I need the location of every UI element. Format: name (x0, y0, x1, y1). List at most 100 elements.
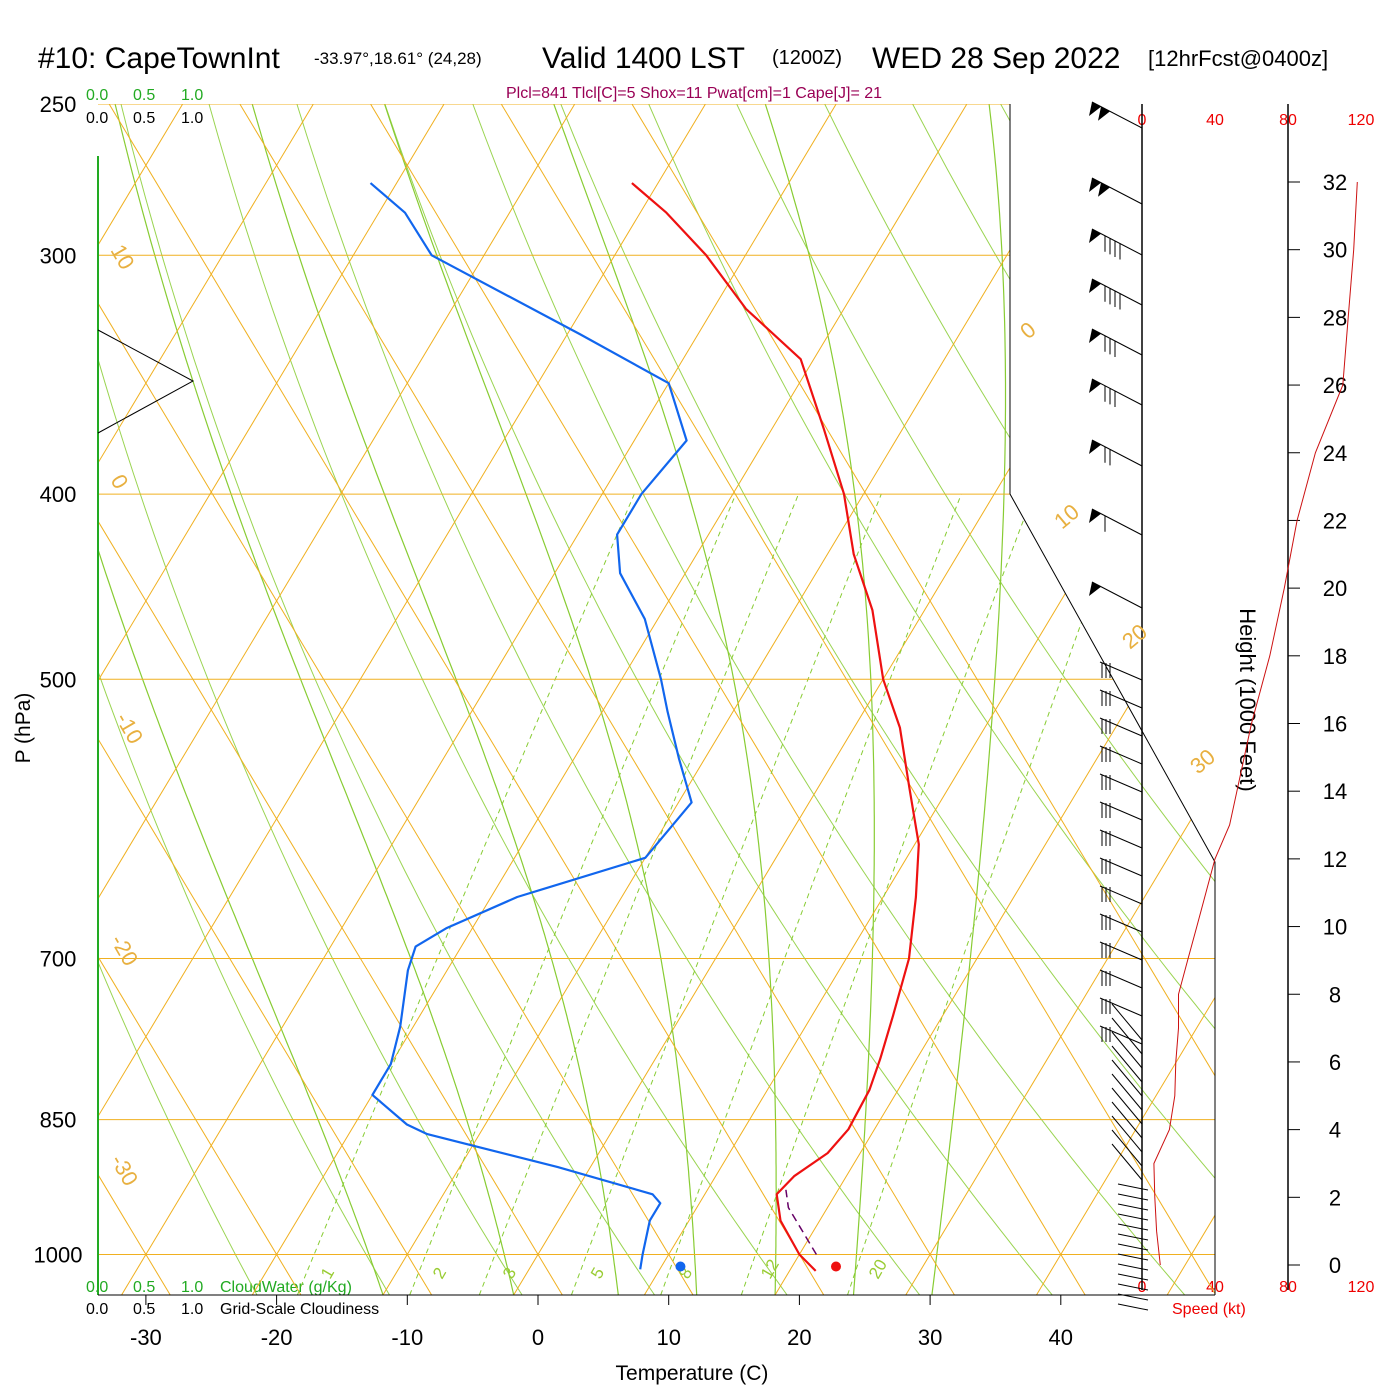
title-zulu: (1200Z) (772, 47, 842, 69)
wind-barb-staff (1091, 101, 1143, 129)
wind-barb-staff (1111, 1017, 1143, 1055)
pressure-tick-label: 700 (40, 946, 77, 971)
height-tick-label: 18 (1323, 644, 1347, 669)
wind-barb-staff (1111, 1045, 1143, 1083)
mixing-ratio-line (296, 493, 635, 1295)
isotherm-line (228, 104, 988, 1295)
dry-adiabat-line (807, 104, 1215, 1295)
isotherm-label: -20 (106, 930, 144, 970)
grid-layer (98, 70, 1400, 1334)
wind-barb-staff (1091, 439, 1143, 467)
dry-adiabat-line (286, 104, 951, 1295)
isotherm-label: 10 (1049, 499, 1084, 534)
wind-barb-staff (1091, 508, 1143, 536)
cloudwater-scale-top-0: 0.0 (86, 87, 108, 104)
wind-barb-staff (1091, 278, 1143, 306)
wind-barb-staff (1117, 1263, 1149, 1271)
cross-line (349, 104, 1109, 1295)
wind-barb-pennant (1089, 102, 1101, 116)
wind-barb-staff (1099, 661, 1143, 681)
cross-line (98, 104, 456, 1295)
wind-barb-staff (1091, 378, 1143, 406)
pressure-tick-label: 300 (40, 243, 77, 268)
x-tick-label: 30 (918, 1325, 942, 1350)
wind-barb-staff (1099, 717, 1143, 737)
dry-adiabat-line (547, 104, 1215, 1295)
height-tick-label: 6 (1329, 1050, 1341, 1075)
cross-line (611, 104, 1215, 1295)
dry-adiabat-line (1243, 70, 1400, 1334)
wind-barb-staff (1091, 177, 1143, 205)
isotherm-label: -30 (106, 1150, 144, 1190)
mixing-ratio-label: 2 (429, 1264, 450, 1282)
wind-barb-staff (1099, 801, 1143, 821)
title-valid: Valid 1400 LST (542, 42, 745, 75)
moist-adiabat-line (931, 104, 1007, 1295)
dry-adiabat-line (633, 104, 1215, 1295)
moist-adiabat-line (753, 104, 875, 1295)
title-date: WED 28 Sep 2022 (872, 42, 1120, 75)
plot-right-boundary (1009, 104, 1216, 1295)
mixing-ratio-line (847, 493, 1129, 1295)
x-tick-label: 40 (1049, 1325, 1073, 1350)
pressure-tick-label: 500 (40, 667, 77, 692)
isotherm-label: 10 (106, 240, 140, 274)
data-layer (369, 181, 1358, 1272)
wind-barb-staff (1111, 1115, 1143, 1153)
cross-line (98, 104, 586, 1295)
wind-barbs-layer (1089, 101, 1149, 1311)
wind-barb-pennant (1089, 440, 1101, 454)
isotherm-line (751, 104, 1215, 1295)
cloudiness-scale-bottom-2: 1.0 (181, 1301, 203, 1318)
cloudwater-scale-top-1: 0.5 (133, 87, 155, 104)
wind-barb-staff (1099, 969, 1143, 989)
wind-barb-pennant (1089, 329, 1101, 343)
height-tick-label: 22 (1323, 508, 1347, 533)
wind-barb-staff (1099, 829, 1143, 849)
wind-barb-staff (1099, 941, 1143, 961)
mixing-ratio-label: 5 (587, 1264, 608, 1282)
dry-adiabat-line (1155, 104, 1215, 1295)
cloudiness-scale-bottom-0: 0.0 (86, 1301, 108, 1318)
isotherm-line (882, 104, 1215, 1295)
speed-tick-top-3: 120 (1348, 112, 1375, 129)
wind-barb-staff (1117, 1233, 1149, 1241)
height-tick-label: 30 (1323, 238, 1347, 263)
wind-barb-staff (1117, 1293, 1149, 1301)
dewpoint-line (369, 182, 693, 1270)
pressure-tick-label: 850 (40, 1108, 77, 1133)
x-tick-label: -10 (391, 1325, 423, 1350)
height-tick-label: 0 (1329, 1253, 1341, 1278)
isotherm-line (359, 104, 1119, 1295)
wind-barb-staff (1111, 1129, 1143, 1167)
x-tick-label: 20 (787, 1325, 811, 1350)
x-tick-label: 10 (656, 1325, 680, 1350)
wind-barb-staff (1099, 773, 1143, 793)
moist-adiabat-line (106, 104, 515, 1295)
y-axis-label: P (hPa) (12, 693, 35, 764)
dry-adiabat-line (1068, 104, 1215, 1295)
wind-barb-staff (1117, 1193, 1149, 1201)
isotherm-line (98, 104, 335, 1295)
wind-barb-staff (1091, 581, 1143, 609)
dry-adiabat-line (199, 104, 816, 1295)
speed-tick-top-1: 40 (1206, 112, 1224, 129)
mixing-ratio-label: 20 (865, 1256, 891, 1282)
height-tick-label: 12 (1323, 847, 1347, 872)
cloudwater-scale-bottom-2: 1.0 (181, 1279, 203, 1296)
height-tick-label: 16 (1323, 712, 1347, 737)
wind-barb-pennant (1089, 582, 1101, 596)
wind-barb-staff (1111, 1101, 1143, 1139)
sounding-indices: Plcl=841 Tlcl[C]=5 Shox=11 Pwat[cm]=1 Ca… (506, 85, 882, 102)
wind-barb-staff (1111, 1143, 1143, 1181)
wind-barb-pennant (1089, 279, 1101, 293)
wind-barb-staff (1091, 228, 1143, 256)
surface-dewpoint-dot (675, 1261, 686, 1272)
wind-barb-staff (1117, 1183, 1149, 1191)
pressure-tick-label: 1000 (34, 1243, 83, 1268)
isotherm-label: 20 (1117, 619, 1152, 654)
cloudiness-scale-top-1: 0.5 (133, 110, 155, 127)
dry-adiabat-line (460, 104, 1215, 1295)
isotherm-line (98, 104, 857, 1295)
